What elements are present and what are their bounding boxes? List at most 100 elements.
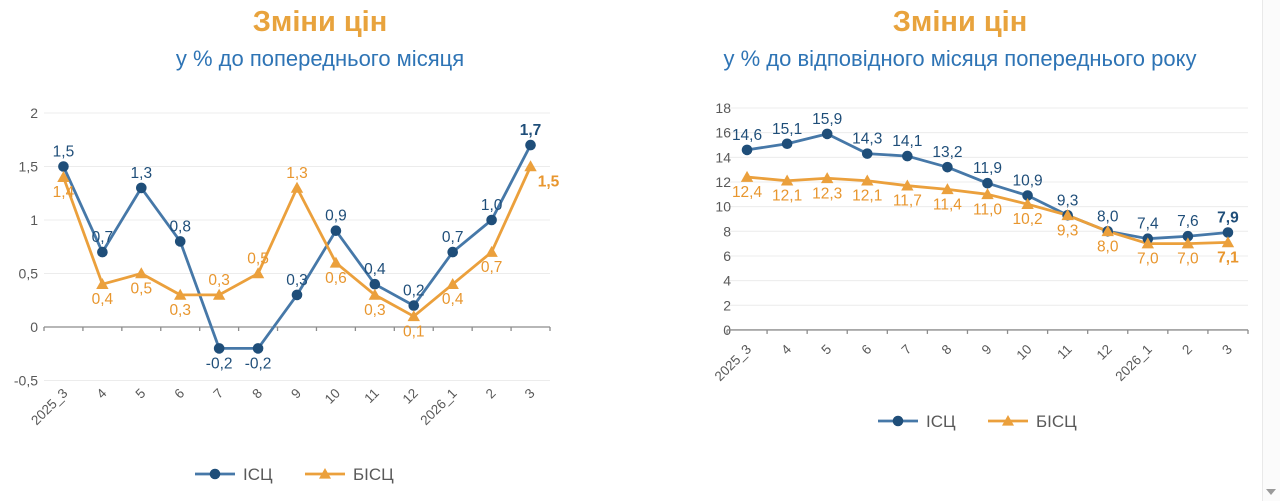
core-cpi-value-label: 8,0 [1097,238,1119,255]
core-cpi-value-label: 0,5 [131,281,153,298]
cpi-marker [136,182,147,194]
x-tick-label: 12 [1094,342,1115,363]
core-cpi-value-label: 0,1 [403,323,425,340]
core-cpi-value-label: 1,5 [538,174,560,191]
x-tick-label: 7 [899,342,915,358]
legend-cpi-label: ІСЦ [243,465,273,484]
x-tick-label: 10 [1013,342,1034,363]
y-tick-label: 0 [30,319,38,335]
x-tick-label: 11 [361,386,382,407]
core-cpi-marker [485,245,498,257]
core-cpi-value-label: 10,2 [1012,211,1042,228]
cpi-marker [525,139,536,151]
x-tick-label: 2 [1179,342,1195,358]
x-tick-label: 7 [210,386,226,402]
y-tick-label: 4 [723,273,731,289]
core-cpi-marker [407,310,420,322]
core-cpi-marker [820,172,834,184]
core-cpi-value-label: 7,0 [1137,251,1159,268]
core-cpi-marker [1141,237,1155,249]
core-cpi-marker [251,267,265,279]
cpi-marker [213,343,225,354]
x-tick-label: 10 [322,386,343,407]
x-tick-label: 5 [133,386,149,402]
x-tick-label: 6 [171,386,187,402]
core-cpi-value-label: 12,3 [812,185,842,202]
core-cpi-marker [524,160,537,172]
core-cpi-marker [57,171,70,182]
core-cpi-marker [368,288,382,300]
core-cpi-value-label: 9,3 [1057,222,1079,239]
x-tick-label: 9 [979,342,995,358]
cpi-marker [1182,230,1194,242]
y-tick-label: 16 [715,125,731,141]
core-cpi-value-label: 0,3 [208,272,230,289]
cpi-value-label: 0,2 [403,283,425,300]
y-tick-label: 2 [30,105,38,121]
core-cpi-value-label: 11,7 [893,193,922,210]
cpi-value-label: 10,9 [1012,173,1042,190]
core-cpi-marker [1221,236,1235,248]
y-tick-label: 1 [30,212,38,228]
core-cpi-marker [329,256,343,268]
cpi-value-label: 0,7 [442,229,464,246]
cpi-value-label: 8,0 [1097,208,1119,225]
x-tick-label: 8 [939,342,955,358]
cpi-value-label: 0,9 [325,208,347,225]
core-cpi-value-label: 0,4 [92,291,114,308]
cpi-value-label: 1,0 [481,197,503,214]
cpi-value-label: 14,1 [892,133,922,150]
legend-cpi: ІСЦ [878,412,956,431]
core-cpi-value-label: 1,4 [53,184,75,201]
cpi-value-label: 13,2 [932,144,962,161]
y-tick-label: 12 [715,174,731,190]
year-over-year-plot: 1816141210864202025_34567891011122026_12… [712,100,1249,431]
x-tick-label: 2026_1 [1112,342,1154,384]
core-cpi-value-label: 0,7 [481,259,503,276]
core-cpi-marker [1021,197,1034,209]
scrollbar-track [1262,0,1280,501]
x-tick-label: 4 [778,341,794,357]
legend-core-cpi-marker-icon [319,468,331,479]
legend-core-cpi-marker-icon [1002,415,1014,426]
cpi-value-label: 0,4 [364,261,386,278]
cpi-marker [982,177,993,189]
y-tick-label: 1,5 [19,159,39,175]
core-cpi-value-label: 12,4 [732,184,763,201]
core-cpi-marker [981,188,994,200]
cpi-marker [369,278,381,290]
cpi-value-label: -0,2 [206,355,233,372]
chart-year-over-year: Зміни цін у % до відповідного місяця поп… [640,0,1280,501]
cpi-marker [330,225,342,236]
core-cpi-marker [1101,225,1114,237]
core-cpi-value-label: 7,0 [1177,251,1199,268]
cpi-marker [781,138,793,150]
scroll-down-icon[interactable] [1266,489,1276,495]
core-cpi-marker [212,288,226,300]
x-tick-label: 12 [400,386,421,407]
cpi-marker [821,128,833,140]
cpi-marker [447,246,458,258]
core-cpi-value-label: 12,1 [772,188,802,205]
core-cpi-value-label: 1,3 [286,165,308,182]
x-tick-label: 2026_1 [417,386,459,428]
cpi-value-label: 7,9 [1217,210,1239,227]
cpi-marker [408,300,420,311]
core-cpi-marker [861,174,874,186]
chart-title: Зміни цін [892,6,1028,38]
cpi-value-label: 7,4 [1137,216,1159,233]
legend-cpi-marker-icon [209,468,221,480]
x-tick-label: 5 [818,342,834,358]
cpi-marker [97,246,108,258]
core-cpi-marker [290,181,304,193]
core-cpi-marker [446,278,459,289]
x-tick-label: 8 [249,386,265,402]
y-tick-label: 6 [723,248,731,264]
core-cpi-value-label: 0,5 [247,251,269,268]
cpi-value-label: 15,9 [812,111,842,128]
cpi-value-label: 1,3 [131,165,153,182]
chart-month-over-month: Зміни цін у % до попереднього місяця 2 1,… [14,6,560,484]
y-tick-label: 14 [715,149,731,165]
cpi-marker [1222,227,1234,238]
